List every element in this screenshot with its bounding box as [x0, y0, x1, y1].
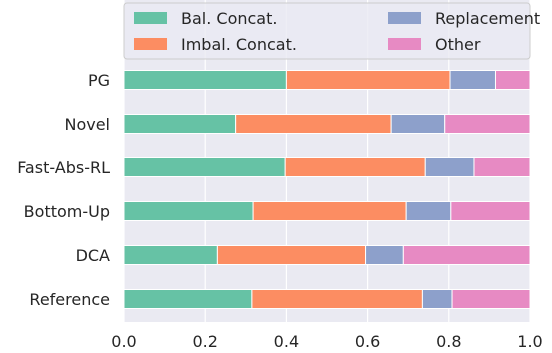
bar-bottom-up-imbal-concat [252, 201, 407, 221]
bar-dca-imbal-concat [216, 245, 367, 265]
bar-novel-imbal-concat [235, 114, 392, 134]
bar-fast-abs-rl-imbal-concat [284, 157, 426, 177]
bars [123, 70, 531, 309]
bar-pg-bal-concat [123, 70, 287, 90]
bar-bottom-up-bal-concat [123, 201, 254, 221]
bar-fast-abs-rl-other [473, 157, 531, 177]
bar-reference-replacement [421, 289, 453, 309]
bar-bottom-up-replacement [405, 201, 452, 221]
bar-pg-other [494, 70, 531, 90]
bar-reference-imbal-concat [251, 289, 423, 309]
bar-reference-bal-concat [123, 289, 253, 309]
bar-pg-imbal-concat [285, 70, 451, 90]
bar-fast-abs-rl-replacement [424, 157, 475, 177]
x-tick-label: 1.0 [517, 332, 542, 351]
legend: Bal. Concat. Imbal. Concat. Replacement Oth… [123, 2, 540, 60]
x-tick-label: 0.2 [192, 332, 217, 351]
x-tick-label: 0.4 [274, 332, 299, 351]
bar-novel-bal-concat [123, 114, 237, 134]
bar-reference-other [451, 289, 531, 309]
category-label: PG [88, 71, 110, 90]
bar-dca-other [402, 245, 531, 265]
legend-swatch-replacement [388, 12, 421, 24]
bar-pg-replacement [449, 70, 496, 90]
bar-fast-abs-rl-bal-concat [123, 157, 286, 177]
bar-bottom-up-other [450, 201, 531, 221]
x-tick-label: 0.0 [111, 332, 136, 351]
category-label: Reference [29, 290, 110, 309]
category-label: Bottom-Up [24, 202, 110, 221]
legend-box [123, 2, 531, 60]
legend-swatch-other [388, 38, 421, 50]
legend-label-other: Other [435, 35, 481, 54]
x-tick-labels: 0.0 0.2 0.4 0.6 0.8 1.0 [111, 332, 542, 351]
category-label: Novel [64, 115, 110, 134]
category-label: DCA [76, 246, 110, 265]
bar-dca-replacement [365, 245, 404, 265]
legend-label-replacement: Replacement [435, 9, 540, 28]
category-label: Fast-Abs-RL [17, 158, 110, 177]
x-tick-label: 0.6 [355, 332, 380, 351]
bar-dca-bal-concat [123, 245, 218, 265]
category-labels: PG Novel Fast-Abs-RL Bottom-Up DCA Reference [17, 71, 110, 309]
x-tick-label: 0.8 [436, 332, 461, 351]
legend-label-imbal-concat: Imbal. Concat. [181, 35, 297, 54]
bar-novel-other [444, 114, 531, 134]
legend-swatch-bal-concat [134, 12, 167, 24]
legend-swatch-imbal-concat [134, 38, 167, 50]
legend-label-bal-concat: Bal. Concat. [181, 9, 277, 28]
bar-novel-replacement [390, 114, 446, 134]
